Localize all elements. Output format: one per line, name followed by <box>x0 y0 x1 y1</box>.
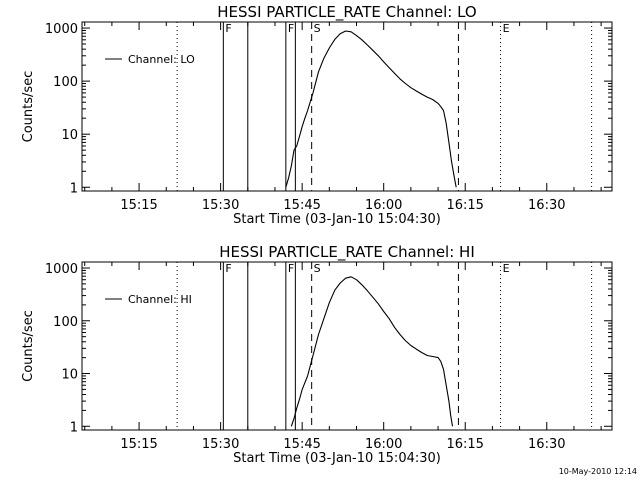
y-tick-label: 1000 <box>45 22 78 37</box>
chart-title: HESSI PARTICLE_RATE Channel: LO <box>217 3 476 22</box>
x-tick-label: 15:15 <box>120 198 157 213</box>
y-tick-label: 100 <box>53 75 78 90</box>
y-axis: 1 10 100 1000 Counts/sec <box>21 22 612 196</box>
y-tick-label: 1 <box>70 420 78 435</box>
y-axis: 1 10 100 1000 Counts/sec <box>21 262 612 435</box>
panel-lo: HESSI PARTICLE_RATE Channel: LO 15:15 15:3… <box>21 3 613 227</box>
panel-hi: HESSI PARTICLE_RATE Channel: HI 15:15 15:3… <box>21 243 613 466</box>
x-tick-label: 15:15 <box>120 437 157 452</box>
legend-label: Channel: LO <box>128 53 195 66</box>
y-tick-label: 10 <box>61 128 78 143</box>
y-tick-label: 1000 <box>45 262 78 277</box>
x-tick-label: 16:00 <box>365 198 402 213</box>
x-axis: 15:15 15:30 15:45 16:00 16:15 16:30 Start Time… <box>84 22 602 227</box>
plot-frame <box>81 21 613 192</box>
x-tick-label: 16:30 <box>528 198 565 213</box>
x-tick-label: 15:45 <box>283 437 320 452</box>
y-axis-label: Counts/sec <box>21 310 36 382</box>
x-tick-label: 15:30 <box>202 437 239 452</box>
marker-label: E <box>503 22 510 35</box>
y-tick-label: 100 <box>53 315 78 330</box>
y-tick-label: 1 <box>70 181 78 196</box>
x-tick-label: 16:15 <box>446 437 483 452</box>
series-line <box>290 276 454 427</box>
y-axis-label: Counts/sec <box>21 71 36 143</box>
x-axis: 15:15 15:30 15:45 16:00 16:15 16:30 Start Time… <box>84 262 602 466</box>
legend: Channel: HI <box>105 293 192 306</box>
marker-label: F <box>288 262 294 275</box>
x-axis-label: Start Time (03-Jan-10 15:04:30) <box>233 212 441 227</box>
x-tick-label: 15:45 <box>283 198 320 213</box>
y-tick-label: 10 <box>61 368 78 383</box>
legend-label: Channel: HI <box>128 293 192 306</box>
marker-label: F <box>225 262 231 275</box>
x-axis-label: Start Time (03-Jan-10 15:04:30) <box>233 451 441 466</box>
x-tick-label: 16:15 <box>446 198 483 213</box>
marker-label: F <box>225 22 231 35</box>
x-tick-label: 16:30 <box>528 437 565 452</box>
chart-title: HESSI PARTICLE_RATE Channel: HI <box>219 243 475 262</box>
series-line <box>285 30 457 188</box>
legend: Channel: LO <box>105 53 195 66</box>
x-tick-label: 16:00 <box>365 437 402 452</box>
marker-label: E <box>503 262 510 275</box>
marker-label: S <box>314 262 321 275</box>
marker-label: F <box>288 22 294 35</box>
timestamp: 10-May-2010 12:14 <box>559 467 637 476</box>
x-tick-label: 15:30 <box>202 198 239 213</box>
plot-frame <box>81 261 613 431</box>
marker-label: S <box>314 22 321 35</box>
